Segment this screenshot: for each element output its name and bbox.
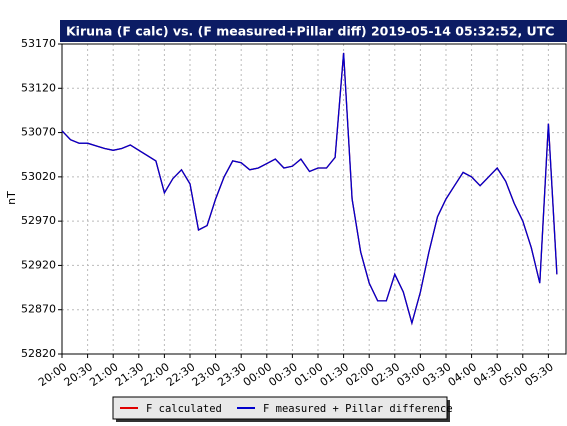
- x-tick-label: 20:30: [62, 360, 95, 389]
- x-tick-label: 01:30: [318, 360, 351, 389]
- x-tick-label: 20:00: [36, 360, 69, 389]
- x-tick-label: 01:00: [292, 360, 325, 389]
- y-tick-label: 53120: [21, 81, 56, 94]
- x-tick-label: 22:00: [138, 360, 171, 389]
- x-tick-label: 02:30: [369, 360, 402, 389]
- y-tick-label: 52870: [21, 303, 56, 316]
- x-tick-label: 23:00: [190, 360, 223, 389]
- x-tick-label: 00:30: [266, 360, 299, 389]
- legend-label: F calculated: [146, 403, 222, 415]
- y-tick-label: 53170: [21, 37, 56, 50]
- y-axis-label: nT: [5, 191, 18, 205]
- x-tick-label: 03:00: [394, 360, 427, 389]
- y-tick-label: 53070: [21, 126, 56, 139]
- x-tick-label: 22:30: [164, 360, 197, 389]
- plot-frame: [61, 43, 567, 355]
- legend: [112, 396, 448, 420]
- y-tick-label: 52820: [21, 347, 56, 360]
- x-tick-label: 05:00: [497, 360, 530, 389]
- x-tick-label: 04:30: [471, 360, 504, 389]
- x-tick-label: 04:00: [446, 360, 479, 389]
- legend-label: F measured + Pillar difference: [263, 403, 453, 415]
- x-tick-label: 05:30: [522, 360, 555, 389]
- x-tick-label: 02:00: [343, 360, 376, 389]
- x-tick-label: 00:00: [241, 360, 274, 389]
- x-tick-label: 03:30: [420, 360, 453, 389]
- x-tick-label: 21:00: [87, 360, 120, 389]
- chart-title: Kiruna (F calc) vs. (F measured+Pillar d…: [66, 24, 554, 39]
- line: [61, 52, 558, 326]
- title-bar: [60, 20, 567, 42]
- x-tick-label: 23:30: [215, 360, 248, 389]
- y-tick-label: 52970: [21, 214, 56, 227]
- x-tick-label: 21:30: [113, 360, 146, 389]
- line: [61, 52, 558, 326]
- y-tick-label: 53020: [21, 170, 56, 183]
- y-tick-label: 52920: [21, 258, 56, 271]
